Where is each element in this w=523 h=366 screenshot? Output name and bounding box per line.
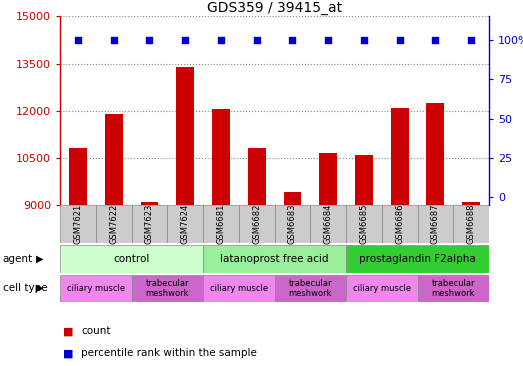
Bar — [239, 205, 275, 243]
Bar — [355, 155, 373, 205]
Text: ▶: ▶ — [36, 283, 43, 293]
Bar — [96, 205, 132, 243]
Bar — [391, 108, 408, 205]
Bar — [176, 67, 194, 205]
Text: cell type: cell type — [3, 283, 47, 293]
Text: GSM6683: GSM6683 — [288, 204, 297, 244]
Text: GSM7624: GSM7624 — [181, 204, 190, 244]
Point — [74, 37, 82, 43]
Text: count: count — [81, 326, 110, 336]
Text: GSM6687: GSM6687 — [431, 204, 440, 244]
Text: GSM7622: GSM7622 — [109, 204, 118, 244]
Point — [288, 37, 297, 43]
Bar — [417, 274, 489, 302]
Text: trabecular
meshwork: trabecular meshwork — [431, 279, 475, 298]
Bar — [167, 205, 203, 243]
Bar — [346, 274, 417, 302]
Bar — [203, 274, 275, 302]
Bar — [105, 114, 123, 205]
Bar — [426, 103, 445, 205]
Text: trabecular
meshwork: trabecular meshwork — [145, 279, 189, 298]
Bar — [212, 109, 230, 205]
Bar — [132, 205, 167, 243]
Text: ■: ■ — [63, 348, 73, 358]
Text: prostaglandin F2alpha: prostaglandin F2alpha — [359, 254, 476, 264]
Bar — [60, 205, 96, 243]
Text: GSM7621: GSM7621 — [74, 204, 83, 244]
Point — [181, 37, 189, 43]
Bar — [346, 205, 382, 243]
Point — [253, 37, 261, 43]
Text: ciliary muscle: ciliary muscle — [210, 284, 268, 293]
Point — [360, 37, 368, 43]
Bar — [283, 193, 301, 205]
Text: percentile rank within the sample: percentile rank within the sample — [81, 348, 257, 358]
Text: control: control — [113, 254, 150, 264]
Text: ■: ■ — [63, 326, 73, 336]
Bar — [203, 205, 239, 243]
Bar — [141, 202, 158, 205]
Point — [395, 37, 404, 43]
Point — [324, 37, 333, 43]
Bar — [417, 205, 453, 243]
Text: agent: agent — [3, 254, 33, 264]
Bar — [453, 205, 489, 243]
Bar — [462, 202, 480, 205]
Bar — [132, 274, 203, 302]
Text: ciliary muscle: ciliary muscle — [353, 284, 411, 293]
Text: ciliary muscle: ciliary muscle — [67, 284, 125, 293]
Point — [467, 37, 475, 43]
Bar — [248, 148, 266, 205]
Bar — [310, 205, 346, 243]
Bar — [275, 205, 310, 243]
Text: GSM6681: GSM6681 — [217, 204, 225, 244]
Point — [110, 37, 118, 43]
Point — [145, 37, 154, 43]
Bar — [346, 245, 489, 273]
Bar — [319, 153, 337, 205]
Text: ▶: ▶ — [36, 254, 43, 264]
Text: GSM7623: GSM7623 — [145, 204, 154, 244]
Bar — [60, 274, 132, 302]
Bar — [382, 205, 417, 243]
Text: GSM6684: GSM6684 — [324, 204, 333, 244]
Text: GSM6686: GSM6686 — [395, 204, 404, 244]
Text: GSM6685: GSM6685 — [359, 204, 368, 244]
Text: GSM6688: GSM6688 — [467, 204, 475, 244]
Bar — [69, 148, 87, 205]
Bar — [60, 245, 203, 273]
Title: GDS359 / 39415_at: GDS359 / 39415_at — [207, 1, 342, 15]
Point — [217, 37, 225, 43]
Text: GSM6682: GSM6682 — [252, 204, 261, 244]
Bar — [275, 274, 346, 302]
Text: latanoprost free acid: latanoprost free acid — [220, 254, 329, 264]
Text: trabecular
meshwork: trabecular meshwork — [289, 279, 332, 298]
Bar — [203, 245, 346, 273]
Point — [431, 37, 439, 43]
